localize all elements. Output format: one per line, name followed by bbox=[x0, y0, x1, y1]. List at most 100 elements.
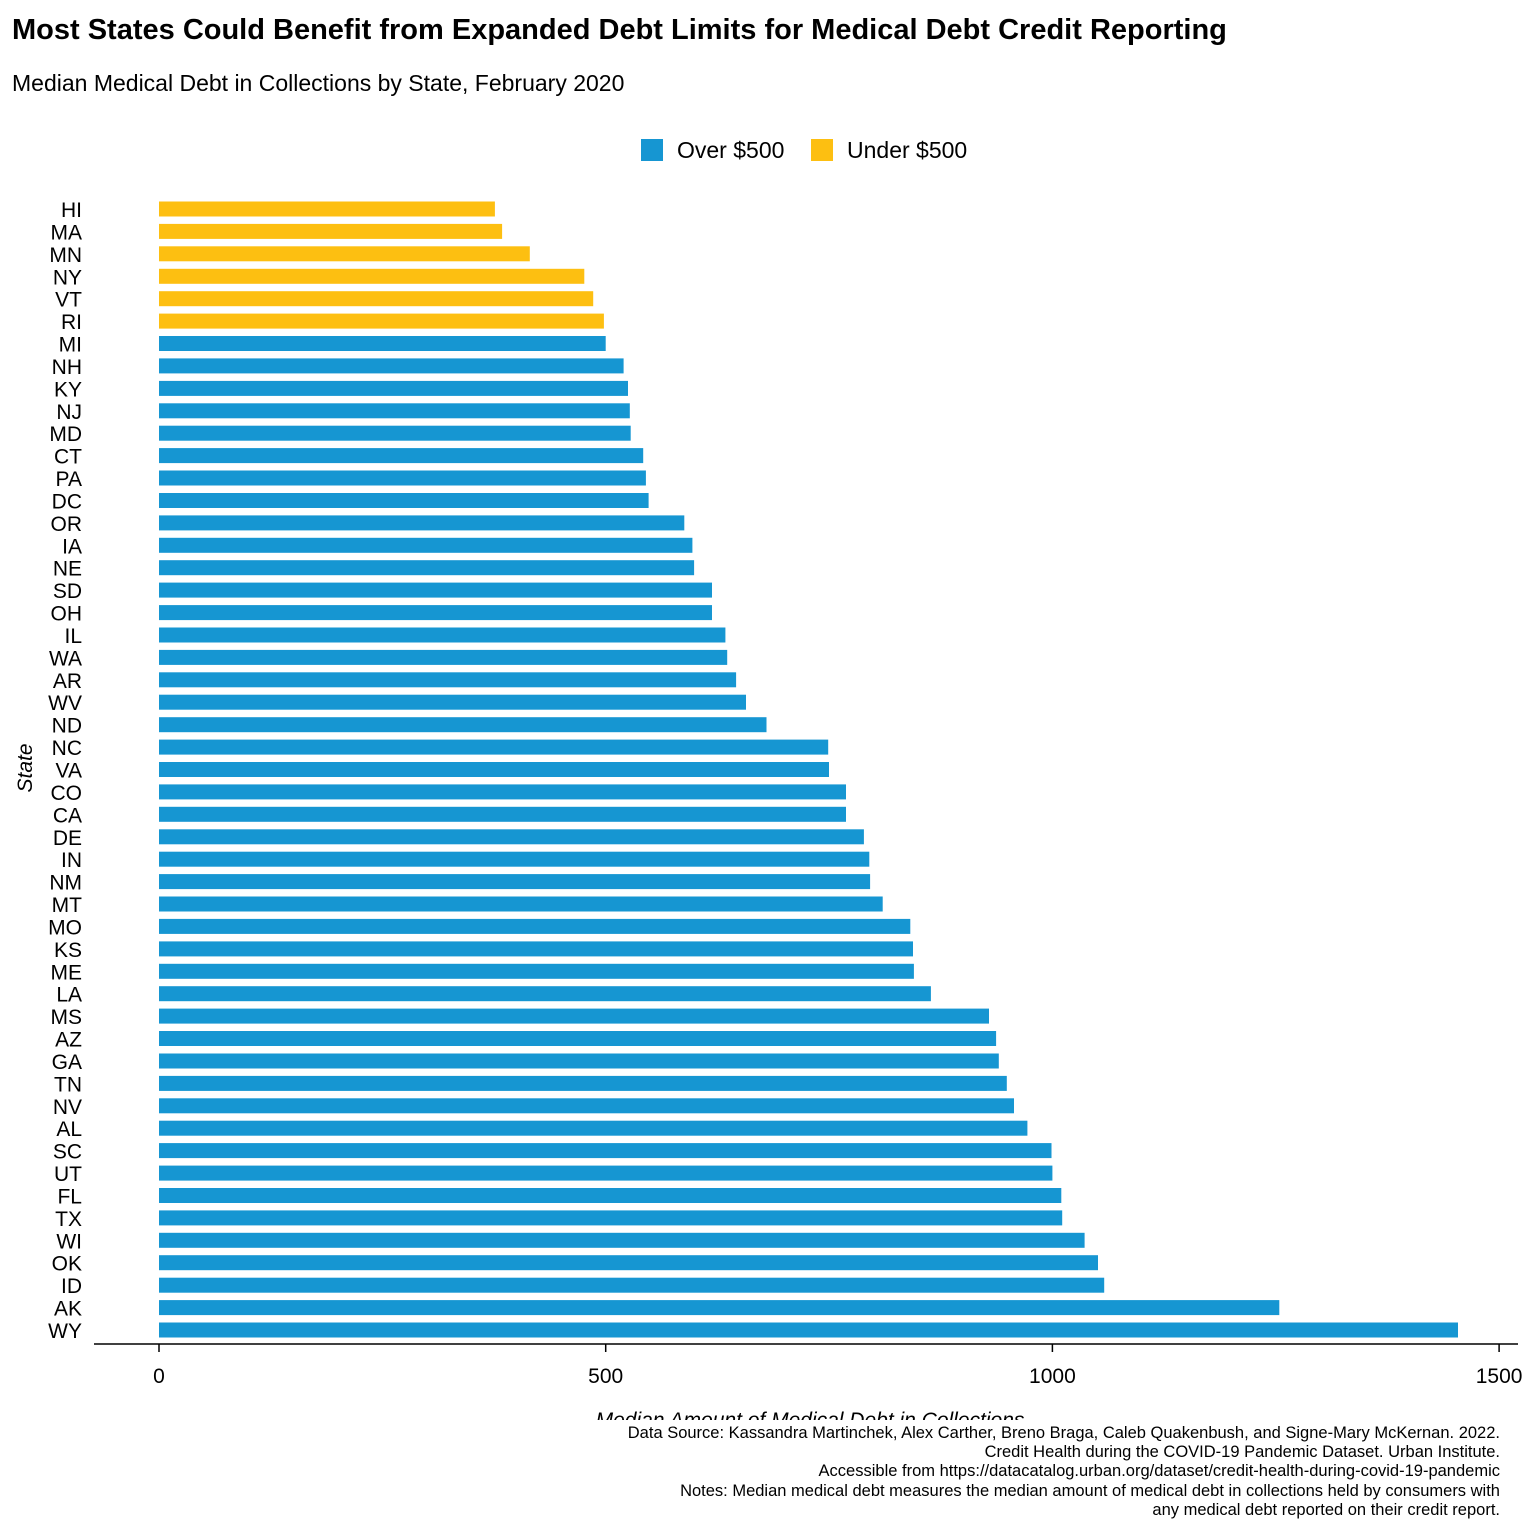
y-tick-label-ut: UT bbox=[54, 1163, 82, 1186]
y-tick-label-sd: SD bbox=[53, 580, 82, 603]
bar-ia bbox=[159, 537, 693, 553]
y-tick-label-ma: MA bbox=[51, 221, 83, 244]
bar-nc bbox=[159, 739, 829, 755]
y-tick-label-me: ME bbox=[51, 961, 83, 984]
y-tick-label-nj: NJ bbox=[56, 401, 82, 424]
legend-swatch-under bbox=[811, 139, 833, 161]
y-tick-label-tn: TN bbox=[54, 1073, 82, 1096]
y-tick-label-ri: RI bbox=[61, 311, 82, 334]
bar-tx bbox=[159, 1210, 1063, 1226]
legend: Over $500 Under $500 bbox=[641, 137, 967, 163]
y-tick-label-de: DE bbox=[53, 827, 82, 850]
bar-id bbox=[159, 1277, 1105, 1293]
bar-ne bbox=[159, 560, 695, 576]
bar-de bbox=[159, 829, 864, 845]
y-tick-label-nh: NH bbox=[52, 356, 82, 379]
bar-tn bbox=[159, 1075, 1007, 1091]
bar-nv bbox=[159, 1098, 1014, 1114]
y-axis-label: State bbox=[14, 743, 37, 792]
bar-fl bbox=[159, 1188, 1062, 1203]
bar-ny bbox=[159, 268, 585, 284]
y-tick-label-la: LA bbox=[56, 984, 82, 1007]
y-tick-label-oh: OH bbox=[51, 603, 83, 626]
chart-subtitle: Median Medical Debt in Collections by St… bbox=[12, 70, 625, 96]
x-ticks: 0 500 1000 1500 bbox=[153, 1344, 1522, 1388]
bar-chart: Over $500 Under $500 HIMAMNNYVTRIMINHKYN… bbox=[14, 137, 1522, 1420]
y-tick-label-tx: TX bbox=[55, 1208, 82, 1231]
bar-mt bbox=[159, 896, 883, 912]
bar-wi bbox=[159, 1232, 1085, 1248]
bar-in bbox=[159, 851, 870, 867]
y-tick-label-ms: MS bbox=[51, 1006, 83, 1029]
bar-mi bbox=[159, 336, 606, 351]
y-tick-label-hi: HI bbox=[61, 199, 82, 222]
x-tick-label-1000: 1000 bbox=[1029, 1365, 1076, 1388]
caption-line: Data Source: Kassandra Martinchek, Alex … bbox=[627, 1424, 1500, 1442]
bar-wa bbox=[159, 649, 728, 665]
x-tick-label-1500: 1500 bbox=[1476, 1365, 1523, 1388]
bar-ri bbox=[159, 313, 604, 329]
caption: Data Source: Kassandra Martinchek, Alex … bbox=[628, 1424, 1500, 1520]
y-tick-label-mo: MO bbox=[48, 916, 82, 939]
y-tick-label-ky: KY bbox=[54, 378, 82, 401]
y-tick-label-ia: IA bbox=[62, 535, 82, 558]
y-tick-label-in: IN bbox=[61, 849, 82, 872]
bar-ut bbox=[159, 1165, 1053, 1181]
bar-hi bbox=[159, 201, 495, 217]
y-tick-label-wa: WA bbox=[49, 647, 82, 670]
bar-la bbox=[159, 986, 931, 1002]
y-tick-label-il: IL bbox=[64, 625, 82, 648]
y-tick-label-nc: NC bbox=[52, 737, 82, 760]
bar-nj bbox=[159, 403, 630, 419]
caption-line: Accessible from https://datacatalog.urba… bbox=[818, 1462, 1500, 1481]
bar-me bbox=[159, 963, 914, 979]
bar-sc bbox=[159, 1143, 1052, 1159]
y-tick-label-ne: NE bbox=[53, 558, 82, 581]
bar-nm bbox=[159, 874, 871, 890]
x-tick-label-500: 500 bbox=[588, 1365, 623, 1388]
y-tick-label-mt: MT bbox=[52, 894, 82, 917]
bar-ks bbox=[159, 941, 913, 957]
bar-nd bbox=[159, 717, 767, 733]
bar-va bbox=[159, 762, 829, 777]
bar-ca bbox=[159, 806, 846, 822]
y-tick-label-mi: MI bbox=[59, 334, 82, 357]
bar-co bbox=[159, 784, 846, 800]
bar-vt bbox=[159, 291, 594, 307]
y-tick-label-ar: AR bbox=[53, 670, 82, 693]
y-tick-label-al: AL bbox=[56, 1118, 82, 1141]
chart-title: Most States Could Benefit from Expanded … bbox=[12, 14, 1227, 46]
bar-al bbox=[159, 1120, 1028, 1136]
y-tick-label-az: AZ bbox=[55, 1029, 82, 1052]
legend-swatch-over bbox=[641, 139, 663, 161]
y-tick-label-ct: CT bbox=[54, 446, 82, 469]
bar-ky bbox=[159, 380, 628, 396]
bar-wy bbox=[159, 1322, 1458, 1338]
caption-line: any medical debt reported on their credi… bbox=[1152, 1500, 1500, 1519]
bars-group bbox=[159, 201, 1458, 1338]
y-tick-label-ok: OK bbox=[52, 1253, 82, 1276]
bar-ms bbox=[159, 1008, 989, 1024]
bar-pa bbox=[159, 470, 646, 486]
caption-line: Credit Health during the COVID-19 Pandem… bbox=[984, 1443, 1500, 1462]
y-tick-label-wv: WV bbox=[48, 692, 82, 715]
y-tick-label-wi: WI bbox=[56, 1230, 82, 1253]
y-tick-label-vt: VT bbox=[55, 289, 82, 312]
y-tick-label-dc: DC bbox=[52, 491, 82, 514]
y-tick-label-fl: FL bbox=[57, 1186, 82, 1209]
y-tick-label-ak: AK bbox=[54, 1298, 82, 1321]
x-tick-label-0: 0 bbox=[153, 1365, 165, 1388]
bar-wv bbox=[159, 694, 746, 710]
bar-ga bbox=[159, 1053, 999, 1069]
legend-label-over: Over $500 bbox=[677, 137, 784, 163]
y-tick-label-or: OR bbox=[51, 513, 83, 536]
y-tick-label-id: ID bbox=[61, 1275, 82, 1298]
y-tick-label-ga: GA bbox=[52, 1051, 82, 1074]
bar-il bbox=[159, 627, 726, 643]
bar-mn bbox=[159, 246, 530, 262]
bar-ct bbox=[159, 448, 644, 464]
x-axis-label: Median Amount of Medical Debt in Collect… bbox=[596, 1409, 1025, 1420]
y-tick-label-nv: NV bbox=[53, 1096, 82, 1119]
bar-ak bbox=[159, 1300, 1280, 1316]
caption-line: Notes: Median medical debt measures the … bbox=[680, 1481, 1500, 1500]
